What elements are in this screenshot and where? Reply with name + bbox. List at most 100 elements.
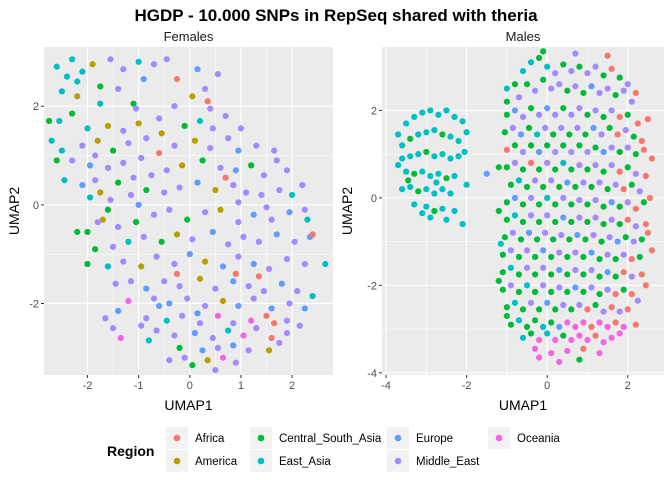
data-point-middle_east — [260, 172, 268, 179]
data-point-europe — [194, 179, 201, 186]
data-point-middle_east — [125, 140, 132, 147]
data-point-middle_east — [112, 280, 119, 287]
data-point-middle_east — [536, 111, 543, 118]
data-point-central_south_asia — [46, 117, 53, 125]
data-point-east_asia — [415, 151, 422, 158]
data-point-central_south_asia — [130, 100, 137, 107]
data-point-central_south_asia — [519, 306, 527, 313]
data-point-europe — [556, 266, 563, 274]
data-point-oceania — [620, 323, 627, 330]
data-point-africa — [608, 304, 615, 311]
data-point-central_south_asia — [158, 238, 165, 245]
data-point-africa — [642, 221, 649, 228]
data-point-middle_east — [590, 231, 597, 239]
data-point-africa — [222, 174, 229, 181]
data-point-middle_east — [592, 63, 599, 70]
data-point-middle_east — [242, 189, 250, 196]
data-point-africa — [642, 172, 649, 180]
y-tick-label: -2 — [29, 298, 39, 310]
data-point-east_asia — [461, 148, 468, 156]
data-point-central_south_asia — [564, 253, 571, 261]
data-point-europe — [194, 66, 201, 73]
data-point-middle_east — [630, 238, 637, 245]
data-point-oceania — [572, 323, 579, 330]
data-point-middle_east — [209, 334, 216, 342]
data-point-east_asia — [439, 205, 446, 212]
data-point-central_south_asia — [104, 206, 112, 213]
data-point-central_south_asia — [511, 81, 519, 88]
data-point-oceania — [536, 354, 543, 361]
data-point-east_asia — [407, 183, 414, 191]
data-point-central_south_asia — [523, 323, 531, 330]
data-point-middle_east — [608, 216, 615, 223]
data-point-central_south_asia — [612, 92, 619, 99]
data-point-central_south_asia — [564, 271, 571, 278]
data-point-middle_east — [189, 236, 196, 243]
data-point-central_south_asia — [552, 166, 559, 173]
data-point-east_asia — [135, 58, 142, 65]
data-point-central_south_asia — [564, 87, 571, 94]
data-point-central_south_asia — [600, 221, 607, 228]
data-point-middle_east — [515, 94, 523, 101]
data-point-middle_east — [552, 70, 559, 77]
data-point-east_asia — [427, 172, 434, 180]
data-point-central_south_asia — [189, 362, 196, 369]
data-point-middle_east — [572, 249, 579, 256]
data-point-middle_east — [148, 172, 155, 179]
data-point-central_south_asia — [503, 216, 510, 223]
data-point-middle_east — [161, 278, 168, 285]
data-point-middle_east — [240, 233, 247, 240]
data-point-africa — [632, 89, 639, 97]
data-point-middle_east — [624, 81, 631, 88]
data-point-oceania — [596, 350, 603, 357]
data-point-central_south_asia — [511, 142, 519, 149]
data-point-east_asia — [540, 323, 547, 330]
data-point-middle_east — [540, 264, 547, 271]
data-point-africa — [616, 168, 623, 175]
data-point-africa — [592, 332, 599, 339]
data-point-middle_east — [102, 315, 109, 322]
data-point-middle_east — [138, 154, 145, 162]
data-point-middle_east — [531, 177, 539, 184]
data-point-middle_east — [632, 170, 639, 177]
data-point-central_south_asia — [616, 203, 623, 210]
data-point-east_asia — [451, 172, 458, 180]
legend-label: Oceania — [517, 433, 560, 445]
data-point-central_south_asia — [69, 110, 76, 117]
data-point-central_south_asia — [431, 207, 438, 215]
data-point-middle_east — [552, 148, 559, 156]
data-point-east_asia — [523, 282, 531, 289]
data-point-oceania — [240, 332, 247, 339]
data-point-middle_east — [509, 229, 517, 236]
data-point-central_south_asia — [564, 288, 571, 296]
data-point-central_south_asia — [495, 164, 502, 171]
data-point-central_south_asia — [74, 228, 81, 236]
data-point-middle_east — [171, 260, 178, 268]
data-point-central_south_asia — [519, 201, 527, 208]
data-point-east_asia — [544, 63, 551, 70]
data-point-middle_east — [291, 238, 298, 245]
data-point-east_asia — [431, 153, 438, 160]
data-point-america — [158, 130, 165, 137]
data-point-middle_east — [283, 255, 291, 263]
data-point-east_asia — [104, 263, 112, 270]
data-point-middle_east — [127, 191, 135, 199]
data-point-middle_east — [604, 286, 611, 293]
data-point-middle_east — [155, 115, 163, 122]
data-point-middle_east — [507, 247, 515, 254]
data-point-europe — [286, 209, 293, 216]
data-point-east_asia — [84, 125, 91, 132]
data-point-central_south_asia — [612, 273, 619, 280]
data-point-europe — [590, 124, 597, 132]
y-tick-label: -4 — [367, 368, 377, 380]
data-point-middle_east — [608, 107, 615, 114]
data-point-east_asia — [411, 113, 418, 121]
data-point-central_south_asia — [515, 253, 523, 261]
data-point-central_south_asia — [519, 218, 527, 226]
legend-label: Africa — [195, 433, 225, 445]
data-point-africa — [584, 306, 591, 313]
data-point-europe — [614, 238, 621, 245]
data-point-america — [94, 137, 101, 144]
data-point-europe — [230, 278, 237, 285]
x-tick-label: 0 — [544, 380, 550, 392]
